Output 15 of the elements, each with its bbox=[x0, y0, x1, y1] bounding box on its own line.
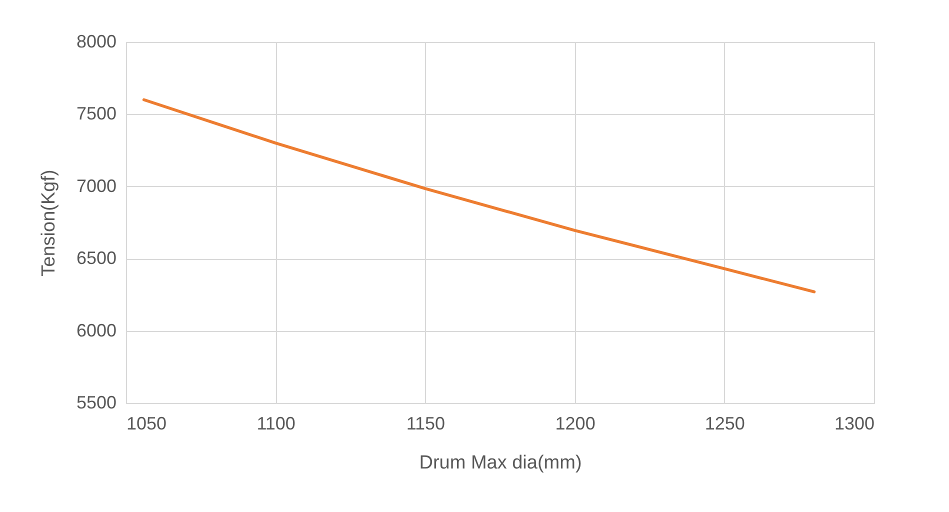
x-tick-label: 1050 bbox=[126, 414, 167, 434]
x-tick-label: 1100 bbox=[256, 414, 296, 434]
line-series bbox=[142, 98, 816, 294]
y-tick-label: 6500 bbox=[76, 248, 116, 268]
x-tick-label: 1300 bbox=[834, 414, 874, 434]
x-tick-label: 1250 bbox=[704, 414, 745, 434]
y-axis-title: Tension(Kgf) bbox=[38, 170, 60, 276]
x-tick-label: 1150 bbox=[406, 414, 446, 434]
x-axis-title: Drum Max dia(mm) bbox=[419, 452, 582, 474]
y-tick-label: 7500 bbox=[76, 104, 116, 124]
x-tick-label: 1200 bbox=[555, 414, 596, 434]
y-tick-label: 6000 bbox=[76, 320, 116, 340]
y-tick-label: 8000 bbox=[76, 32, 116, 52]
y-tick-label: 7000 bbox=[76, 176, 116, 196]
y-tick-label: 5500 bbox=[76, 392, 116, 412]
